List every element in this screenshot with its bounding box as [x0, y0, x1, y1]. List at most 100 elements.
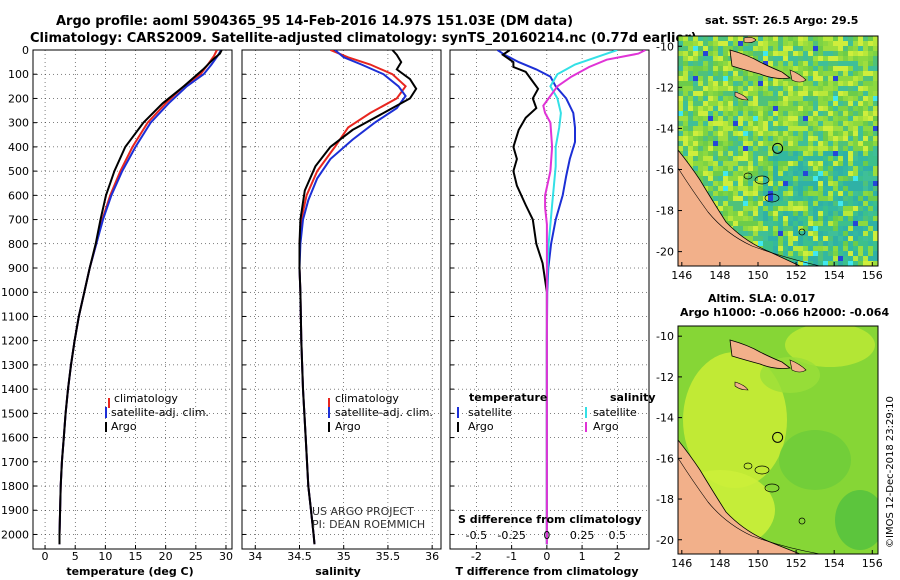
sst-cell — [743, 216, 748, 221]
sst-cell — [708, 146, 713, 151]
sst-cell — [818, 131, 823, 136]
sst-cell — [688, 51, 693, 56]
sst-cell — [728, 116, 733, 121]
x-tick-label: 34.5 — [287, 550, 312, 563]
sst-cell — [698, 81, 703, 86]
sst-cell — [723, 46, 728, 51]
sst-cell — [743, 191, 748, 196]
sst-cell — [803, 66, 808, 71]
sst-cell — [723, 181, 728, 186]
sst-cell — [858, 41, 863, 46]
sst-cell — [723, 51, 728, 56]
sst-cell — [803, 86, 808, 91]
sst-cell — [778, 51, 783, 56]
sst-cell — [818, 191, 823, 196]
sst-cell — [683, 41, 688, 46]
sst-cell — [843, 216, 848, 221]
legend-label-satellite: satellite-adj. clim. — [111, 406, 209, 419]
sst-cell — [793, 81, 798, 86]
sst-cell — [858, 61, 863, 66]
sst-cell — [758, 241, 763, 246]
legend-label-s-argo: Argo — [593, 420, 619, 433]
sst-cell — [718, 141, 723, 146]
sst-cell — [783, 46, 788, 51]
sst-cell — [818, 111, 823, 116]
sst-cell — [828, 121, 833, 126]
sst-cell — [813, 261, 818, 266]
sst-cell — [758, 56, 763, 61]
map-y-tick-label: -10 — [656, 40, 674, 53]
sst-cell — [768, 96, 773, 101]
sst-cell — [863, 196, 868, 201]
sst-cell — [713, 166, 718, 171]
sla-map-title2: Argo h1000: -0.066 h2000: -0.064 — [680, 306, 889, 319]
sst-cell — [853, 216, 858, 221]
sst-cell — [703, 151, 708, 156]
sst-cell — [803, 101, 808, 106]
sst-cell — [808, 136, 813, 141]
sla-map-land — [678, 439, 801, 554]
sst-cell — [853, 171, 858, 176]
sst-cell — [828, 116, 833, 121]
sst-cell — [788, 151, 793, 156]
sst-cell — [718, 96, 723, 101]
sst-cell — [818, 236, 823, 241]
sst-cell — [813, 101, 818, 106]
sst-cell — [818, 41, 823, 46]
sst-map-coastline — [678, 37, 821, 266]
sst-cell — [773, 121, 778, 126]
sst-cell — [768, 196, 773, 201]
sst-cell — [698, 96, 703, 101]
sst-cell — [783, 61, 788, 66]
sst-cell — [843, 76, 848, 81]
sst-cell — [768, 236, 773, 241]
sst-cell — [773, 66, 778, 71]
sst-cell — [753, 181, 758, 186]
sst-cell — [828, 186, 833, 191]
sst-cell — [803, 261, 808, 266]
sst-cell — [828, 196, 833, 201]
sst-cell — [778, 61, 783, 66]
sst-cell — [758, 211, 763, 216]
sst-cell — [713, 36, 718, 41]
sst-cell — [798, 51, 803, 56]
sst-cell — [773, 161, 778, 166]
sst-cell — [853, 261, 858, 266]
legend-label-climatology: climatology — [335, 392, 399, 405]
map-y-tick-label: -20 — [656, 534, 674, 547]
sst-cell — [838, 176, 843, 181]
sst-cell — [778, 206, 783, 211]
sst-cell — [833, 71, 838, 76]
sst-cell — [738, 151, 743, 156]
sst-cell — [828, 176, 833, 181]
sst-cell — [723, 111, 728, 116]
sst-cell — [743, 206, 748, 211]
sst-cell — [813, 221, 818, 226]
sst-cell — [758, 216, 763, 221]
sst-cell — [763, 81, 768, 86]
sst-cell — [693, 146, 698, 151]
sst-cell — [798, 161, 803, 166]
sst-cell — [768, 86, 773, 91]
sst-cell — [748, 166, 753, 171]
sst-cell — [808, 196, 813, 201]
sst-map-profile-marker — [772, 142, 784, 154]
sst-cell — [748, 161, 753, 166]
sst-cell — [753, 121, 758, 126]
sla-map-blob — [785, 326, 875, 367]
sst-cell — [753, 191, 758, 196]
sst-cell — [783, 71, 788, 76]
sst-cell — [718, 101, 723, 106]
sst-cell — [838, 161, 843, 166]
sst-cell — [858, 231, 863, 236]
sst-cell — [853, 211, 858, 216]
sst-cell — [703, 56, 708, 61]
sst-cell — [848, 191, 853, 196]
sst-cell — [838, 241, 843, 246]
sst-cell — [863, 186, 868, 191]
sst-cell — [693, 141, 698, 146]
sst-cell — [818, 176, 823, 181]
sst-cell — [858, 166, 863, 171]
sst-cell — [693, 116, 698, 121]
sst-cell — [753, 41, 758, 46]
